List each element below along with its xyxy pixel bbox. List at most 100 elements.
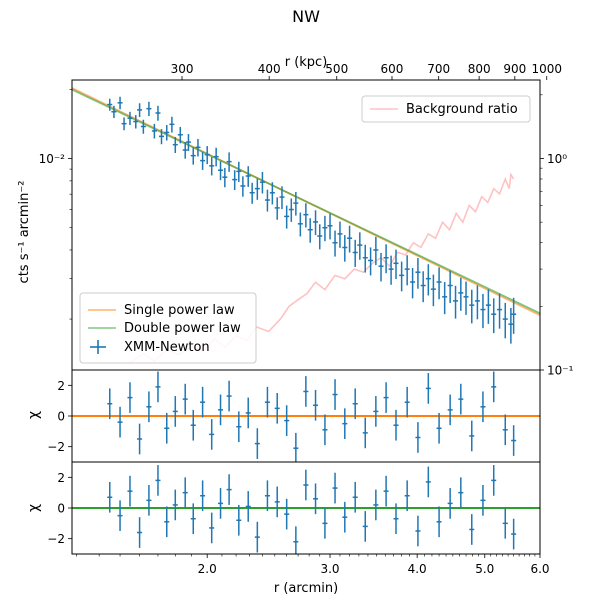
axes-frame bbox=[71, 461, 541, 555]
residual-point bbox=[373, 489, 379, 521]
residual-point bbox=[107, 481, 113, 513]
residual-panel-double: 2 0 −2 2.0 3.0 4.0 5.0 6.0 bbox=[47, 461, 550, 576]
xmm-data-point bbox=[269, 182, 275, 205]
xmm-data-point bbox=[425, 264, 431, 296]
residual-point bbox=[393, 503, 399, 535]
xmm-data-point bbox=[474, 285, 480, 320]
residual-point bbox=[322, 414, 328, 446]
xmm-data-point bbox=[111, 105, 117, 119]
xmm-data-point bbox=[337, 221, 343, 248]
residual-point bbox=[218, 394, 224, 426]
residual-point bbox=[404, 386, 410, 418]
residual-point bbox=[117, 500, 123, 531]
xmm-data-point bbox=[240, 176, 246, 197]
residual-point bbox=[127, 382, 133, 413]
y-tick-label: −2 bbox=[47, 532, 65, 546]
xmm-data-point bbox=[420, 271, 426, 303]
xmm-data-point bbox=[245, 166, 251, 187]
residual-point bbox=[303, 376, 309, 407]
xmm-data-point bbox=[172, 136, 178, 154]
xmm-data-point bbox=[297, 212, 303, 237]
residual-point bbox=[218, 488, 224, 519]
xmm-data-point bbox=[378, 252, 384, 282]
figure-title: NW bbox=[292, 7, 320, 26]
residual-point bbox=[236, 504, 242, 536]
xmm-data-point bbox=[190, 147, 196, 165]
xmm-data-point bbox=[485, 289, 491, 324]
residual-point bbox=[172, 396, 178, 427]
legend-background-label: Background ratio bbox=[406, 102, 518, 117]
xmm-data-point bbox=[288, 198, 294, 222]
y-tick-label: −2 bbox=[47, 440, 65, 454]
residual-point bbox=[107, 388, 113, 420]
xmm-data-point bbox=[177, 126, 183, 144]
residual-point bbox=[362, 417, 368, 449]
xmm-data-point bbox=[204, 146, 210, 165]
xmm-data-point bbox=[480, 293, 486, 329]
xmm-data-point bbox=[502, 302, 508, 339]
residual-point bbox=[447, 394, 453, 426]
xmm-data-point bbox=[511, 297, 517, 334]
legend-double-label: Double power law bbox=[124, 321, 241, 336]
residual-point bbox=[137, 517, 143, 548]
residual-point bbox=[303, 469, 309, 501]
residual-point bbox=[284, 405, 290, 436]
double-power-law-line bbox=[71, 88, 541, 315]
xmm-data-point bbox=[117, 96, 123, 110]
xmm-data-point bbox=[195, 138, 201, 157]
xmm-data-point bbox=[284, 205, 290, 229]
xmm-data-point bbox=[254, 178, 260, 200]
xmm-data-point bbox=[226, 152, 232, 172]
residual-point bbox=[404, 480, 410, 512]
residual-point bbox=[200, 386, 206, 418]
xmm-data-point bbox=[458, 277, 464, 311]
residual-point bbox=[209, 512, 215, 544]
residual-point bbox=[182, 477, 188, 508]
top-x-tick-label: 300 bbox=[171, 62, 194, 76]
residual-point bbox=[480, 485, 486, 516]
residual-point bbox=[293, 526, 299, 554]
top-x-tick-label: 800 bbox=[468, 62, 491, 76]
xmm-data-point bbox=[410, 267, 416, 299]
residual-point bbox=[313, 389, 319, 421]
xmm-data-point bbox=[357, 232, 363, 260]
residual-point bbox=[127, 475, 133, 507]
xmm-data-point bbox=[293, 191, 299, 216]
xmm-data-point bbox=[169, 116, 175, 133]
xmm-data-point bbox=[232, 170, 238, 191]
xmm-data-point bbox=[317, 224, 323, 250]
residual-point bbox=[415, 422, 421, 453]
xmm-data-point bbox=[383, 244, 389, 274]
residual-point bbox=[491, 465, 497, 496]
residual-point bbox=[190, 409, 196, 441]
residual-point bbox=[322, 508, 328, 539]
bottom-axis-label: r (arcmin) bbox=[274, 581, 338, 596]
top-axis-label: r (kpc) bbox=[285, 55, 328, 70]
residual-point bbox=[491, 371, 497, 403]
xmm-data-point bbox=[399, 261, 405, 292]
residual-point bbox=[425, 466, 431, 498]
xmm-data-point bbox=[218, 161, 224, 181]
residual-point bbox=[425, 373, 431, 404]
xmm-data-point bbox=[332, 230, 338, 257]
residual-point bbox=[254, 521, 260, 553]
top-x-tick-label: 500 bbox=[325, 62, 348, 76]
residual-point bbox=[182, 383, 188, 415]
x-tick-label: 2.0 bbox=[198, 562, 217, 576]
top-x-tick-label: 1000 bbox=[531, 62, 562, 76]
legend-xmm-swatch bbox=[90, 340, 106, 354]
xmm-data-point bbox=[362, 244, 368, 273]
xmm-data-point bbox=[127, 111, 133, 125]
residual-point bbox=[373, 396, 379, 427]
xmm-data-point bbox=[447, 270, 453, 304]
residual-point bbox=[352, 388, 358, 420]
legend-right: Background ratio bbox=[361, 95, 531, 123]
residual-point bbox=[164, 506, 170, 538]
residual-point bbox=[117, 406, 123, 438]
xmm-data-point bbox=[368, 247, 374, 276]
residual-point bbox=[352, 481, 358, 513]
residual-point bbox=[393, 409, 399, 441]
residual-point bbox=[226, 474, 232, 505]
y-tick-label: 0 bbox=[57, 410, 65, 424]
left-y-tick-label: 10⁻² bbox=[39, 152, 66, 166]
